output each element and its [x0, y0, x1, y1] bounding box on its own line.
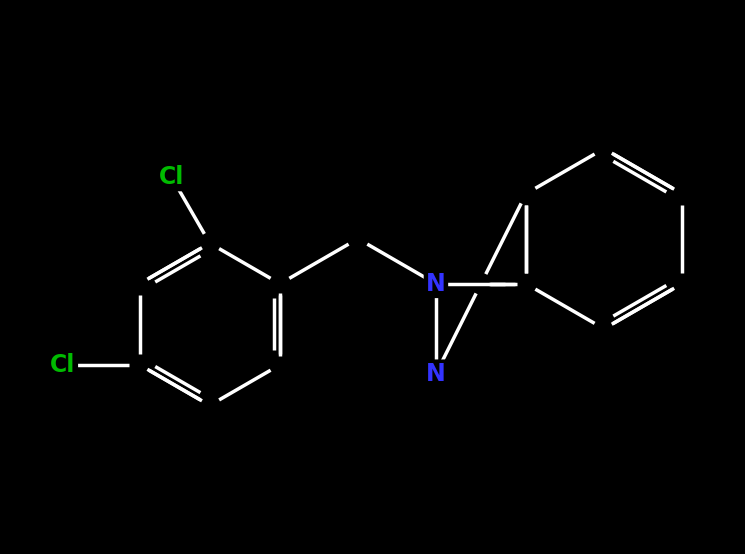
Text: N: N	[426, 362, 446, 386]
Text: N: N	[426, 272, 446, 296]
Text: Cl: Cl	[51, 353, 76, 377]
Text: Cl: Cl	[159, 165, 184, 189]
